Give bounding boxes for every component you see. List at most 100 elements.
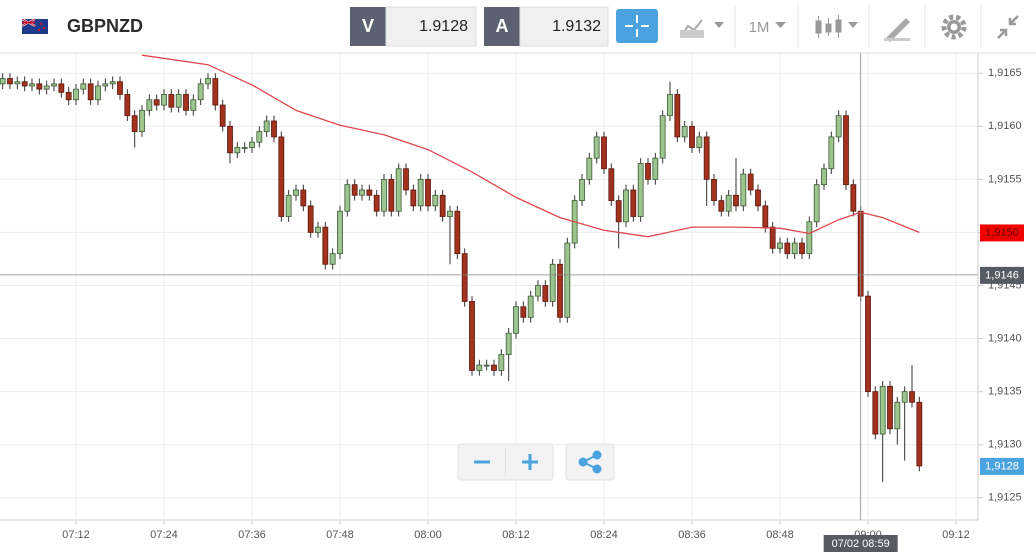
candle [307, 200, 314, 238]
candle [828, 131, 835, 175]
candle-body [410, 189, 417, 207]
candle [865, 290, 871, 397]
candle [329, 248, 336, 270]
share-icon [578, 450, 602, 474]
candle [80, 78, 87, 95]
candle [762, 200, 769, 233]
candle [322, 221, 329, 270]
candle [659, 110, 666, 164]
candle-body [828, 136, 835, 170]
candle [850, 179, 857, 217]
candle-body [293, 189, 299, 196]
candle [505, 327, 512, 382]
candle-body [395, 168, 402, 212]
candle-body [733, 194, 739, 207]
moving-average [141, 54, 920, 238]
candle-body [865, 295, 871, 393]
candle [183, 89, 189, 116]
candle-body [777, 242, 783, 249]
candle [58, 78, 65, 98]
x-tick-label: 08:36 [678, 529, 706, 541]
candle-body [579, 178, 585, 201]
x-tick-label: 08:24 [590, 529, 618, 541]
candle [403, 163, 409, 196]
candle [623, 184, 629, 228]
candle [703, 131, 710, 206]
collapse-button[interactable] [997, 15, 1019, 39]
crosshair-button[interactable] [616, 9, 658, 43]
candle-body [190, 99, 197, 111]
candle-body [403, 168, 409, 191]
candle [102, 78, 109, 92]
candle-body [799, 242, 805, 255]
candle [65, 87, 72, 106]
candle-body [432, 194, 439, 207]
candle-body [102, 83, 109, 87]
x-tick-label: 09:12 [942, 529, 970, 541]
candle [359, 184, 365, 201]
share-button[interactable] [565, 443, 615, 481]
price-label-box [980, 266, 1024, 284]
candle-body [366, 189, 373, 196]
bid-label: V [362, 16, 374, 36]
candle-body [454, 210, 461, 255]
candle-body [124, 94, 131, 117]
candle [153, 94, 160, 111]
y-tick-label: 1,9130 [988, 439, 1022, 451]
zoom-controls [457, 443, 615, 481]
candle-body [740, 173, 747, 207]
candle [740, 168, 747, 212]
chart-type-button[interactable] [680, 19, 724, 38]
candle [351, 179, 358, 201]
candle-body [887, 385, 893, 430]
bid-button[interactable]: V 1.9128 [350, 6, 477, 47]
settings-button[interactable] [941, 14, 967, 40]
candle-body [835, 115, 842, 138]
candle-body [755, 189, 761, 207]
x-tick-label: 08:48 [766, 529, 794, 541]
candles-button[interactable] [815, 15, 858, 38]
candle [241, 142, 248, 153]
candle [835, 110, 842, 143]
candle-body [608, 168, 615, 201]
candle [498, 349, 505, 376]
candle-body [7, 78, 13, 85]
candle-body [469, 301, 475, 371]
candle-body [630, 189, 637, 217]
timeframe-button[interactable]: 1M [749, 19, 786, 36]
candle [681, 120, 688, 143]
y-tick-label: 1,9155 [988, 173, 1022, 185]
symbol: GBPNZD [67, 16, 143, 36]
candle-body [153, 99, 160, 106]
candle [513, 301, 519, 339]
flag [21, 18, 48, 34]
candle-body [784, 242, 791, 255]
candle [249, 136, 255, 153]
candle [14, 76, 21, 90]
candle [733, 158, 739, 212]
candle-body [901, 391, 908, 403]
candle-body [520, 306, 527, 318]
draw-button[interactable] [884, 18, 910, 42]
candle-body [351, 184, 358, 196]
candle [542, 280, 549, 307]
candle [139, 105, 145, 137]
candle-body [95, 85, 101, 101]
candle-body [315, 226, 321, 233]
candle [388, 174, 395, 217]
candle [227, 120, 233, 164]
ask-button[interactable]: A 1.9132 [484, 6, 609, 47]
candle-body [850, 184, 857, 212]
candle-body [322, 226, 329, 265]
candle-body [711, 178, 717, 201]
candle-body [623, 189, 629, 223]
candle [630, 184, 637, 222]
candle [271, 115, 277, 143]
zoom-in[interactable] [522, 454, 538, 470]
candle-body [205, 78, 211, 85]
candle [87, 78, 94, 106]
axes: 1,91251,91301,91351,91401,91451,91501,91… [62, 67, 1021, 541]
candle [601, 131, 607, 175]
candle-body [51, 83, 57, 87]
candle [315, 221, 321, 238]
